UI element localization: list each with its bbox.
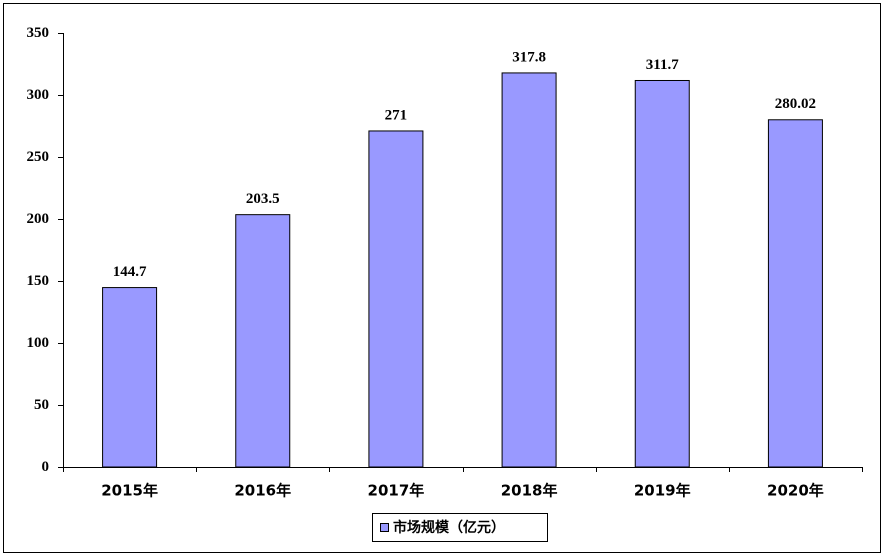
data-label: 311.7 bbox=[646, 57, 679, 73]
x-tick-label: 2018年 bbox=[501, 482, 558, 500]
x-tick-label: 2019年 bbox=[634, 482, 691, 500]
bar bbox=[634, 79, 690, 468]
legend bbox=[372, 513, 548, 542]
y-tick-label: 300 bbox=[27, 87, 50, 103]
data-label: 280.02 bbox=[775, 96, 816, 112]
bar bbox=[501, 72, 557, 468]
y-tick-label: 100 bbox=[27, 335, 50, 351]
legend-label: 市场规模（亿元） bbox=[393, 519, 505, 536]
bar bbox=[368, 130, 424, 468]
y-tick-label: 150 bbox=[27, 273, 50, 289]
y-tick-label: 50 bbox=[34, 397, 49, 413]
data-label: 203.5 bbox=[246, 191, 280, 207]
y-tick-label: 0 bbox=[42, 459, 50, 475]
data-label: 271 bbox=[385, 107, 408, 123]
data-label: 317.8 bbox=[512, 49, 546, 65]
bar bbox=[235, 214, 291, 468]
x-tick-label: 2020年 bbox=[767, 482, 824, 500]
y-tick-label: 350 bbox=[27, 25, 50, 41]
legend-swatch bbox=[380, 523, 389, 532]
bar bbox=[102, 287, 158, 468]
x-tick-label: 2016年 bbox=[234, 482, 291, 500]
x-tick-label: 2015年 bbox=[101, 482, 158, 500]
y-tick-label: 250 bbox=[27, 149, 50, 165]
x-tick-label: 2017年 bbox=[368, 482, 425, 500]
bar bbox=[767, 119, 823, 468]
data-label: 144.7 bbox=[113, 264, 147, 280]
y-tick-label: 200 bbox=[27, 211, 50, 227]
